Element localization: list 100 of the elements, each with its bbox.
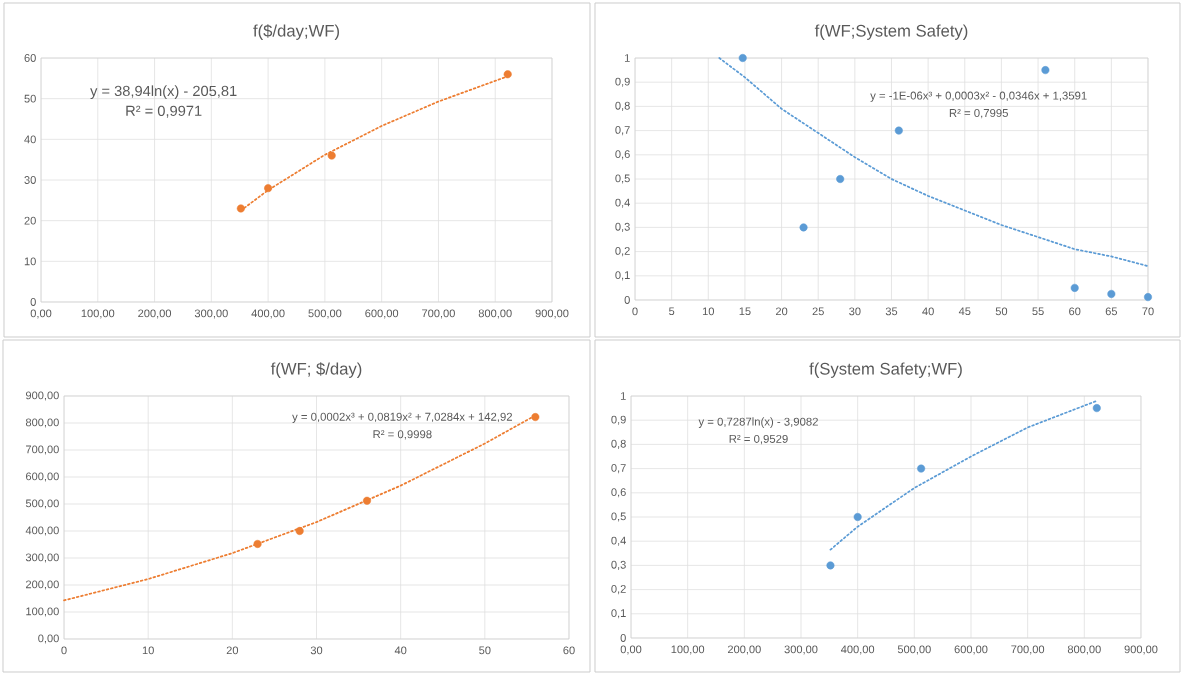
annotation: y = 0,7287ln(x) - 3,9082 <box>698 417 818 428</box>
x-tick-label: 200,00 <box>727 645 761 655</box>
x-tick-label: 0 <box>61 646 67 655</box>
x-tick-label: 0 <box>632 307 638 316</box>
x-tick-label: 60 <box>563 646 575 655</box>
y-tick-label: 0,8 <box>615 101 630 111</box>
point <box>236 204 245 213</box>
x-tick-label: 300,00 <box>194 309 228 319</box>
x-tick-label: 700,00 <box>422 309 455 319</box>
point <box>253 539 262 548</box>
y-tick-label: 0,9 <box>611 415 626 425</box>
x-tick-label: 600,00 <box>954 645 988 655</box>
chart-title: f(WF; $/day) <box>270 362 362 378</box>
annotation: R² = 0,9998 <box>373 430 432 440</box>
y-tick-label: 0,6 <box>615 150 630 160</box>
x-tick-label: 55 <box>1032 307 1044 316</box>
y-tick-label: 0 <box>620 634 626 642</box>
x-tick-label: 200,00 <box>138 309 172 319</box>
y-tick-label: 0,2 <box>611 585 626 595</box>
x-tick-label: 20 <box>775 307 788 316</box>
point <box>826 561 835 570</box>
y-tick-label: 0 <box>30 298 36 306</box>
annotation: y = -1E-06x³ + 0,0003x² - 0,0346x + 1,3591 <box>870 91 1087 102</box>
point <box>1041 66 1050 75</box>
chart-title: f(System Safety;WF) <box>809 362 962 378</box>
point <box>1107 289 1116 298</box>
y-tick-label: 0,2 <box>615 247 630 257</box>
y-tick-label: 400,00 <box>25 526 59 536</box>
y-tick-label: 900,00 <box>25 391 59 401</box>
x-tick-label: 700,00 <box>1011 645 1045 655</box>
y-tick-label: 0,00 <box>38 634 59 644</box>
x-tick-label: 50 <box>995 307 1008 316</box>
point <box>738 54 747 62</box>
point <box>836 175 845 184</box>
y-tick-label: 0,3 <box>611 560 626 570</box>
x-tick-label: 50 <box>479 646 491 655</box>
y-tick-label: 1 <box>620 392 626 400</box>
y-tick-label: 1 <box>624 54 630 62</box>
x-tick-label: 45 <box>958 307 971 316</box>
annotation: R² = 0,9971 <box>126 105 202 118</box>
y-tick-label: 0,3 <box>615 222 630 232</box>
x-tick-label: 10 <box>142 646 154 655</box>
y-tick-label: 60 <box>24 54 36 62</box>
x-tick-label: 400,00 <box>840 645 875 655</box>
x-tick-label: 20 <box>226 646 239 655</box>
x-tick-label: 300,00 <box>784 645 818 655</box>
annotation: R² = 0,7995 <box>949 108 1008 119</box>
point <box>295 526 304 535</box>
x-tick-label: 500,00 <box>308 309 342 319</box>
y-tick-label: 200,00 <box>26 580 59 590</box>
x-tick-label: 10 <box>702 307 715 316</box>
y-tick-label: 0,7 <box>611 464 626 474</box>
y-tick-label: 0,1 <box>611 609 626 619</box>
y-tick-label: 0,6 <box>611 488 626 498</box>
point <box>327 151 336 160</box>
chart-title: f(WF;System Safety) <box>814 24 968 40</box>
point <box>1070 283 1079 292</box>
annotation: y = 0,0002x³ + 0,0819x² + 7,0284x + 142,92 <box>292 412 513 423</box>
y-tick-label: 10 <box>24 257 36 266</box>
x-tick-label: 600,00 <box>365 309 399 319</box>
x-tick-label: 500,00 <box>897 645 931 655</box>
x-tick-label: 5 <box>669 307 675 316</box>
point <box>1143 293 1152 302</box>
x-tick-label: 65 <box>1105 307 1118 316</box>
annotation: R² = 0,9529 <box>729 434 788 445</box>
y-tick-label: 50 <box>24 94 36 103</box>
x-tick-label: 30 <box>310 646 323 655</box>
y-tick-label: 0,5 <box>611 512 626 522</box>
point <box>917 464 926 473</box>
point <box>853 512 862 521</box>
x-tick-label: 30 <box>849 307 861 316</box>
y-tick-label: 800,00 <box>25 418 59 428</box>
y-tick-label: 0,7 <box>615 126 630 136</box>
y-tick-label: 30 <box>24 176 36 184</box>
x-tick-label: 900,00 <box>1124 645 1158 655</box>
y-tick-label: 20 <box>24 216 36 225</box>
y-tick-label: 0,9 <box>615 77 630 87</box>
x-tick-label: 15 <box>739 307 751 316</box>
x-tick-label: 40 <box>394 646 407 655</box>
x-tick-label: 100,00 <box>81 309 115 319</box>
x-tick-label: 400,00 <box>251 309 285 319</box>
x-tick-label: 25 <box>812 307 824 316</box>
x-tick-label: 40 <box>922 307 934 316</box>
x-tick-label: 100,00 <box>671 645 705 655</box>
annotation: y = 38,94ln(x) - 205,81 <box>90 85 237 99</box>
x-tick-label: 900,00 <box>535 309 569 319</box>
point <box>363 496 372 505</box>
point <box>531 413 540 422</box>
y-tick-label: 0,4 <box>615 198 630 208</box>
y-tick-label: 0,1 <box>615 271 630 281</box>
x-tick-label: 60 <box>1069 307 1081 316</box>
x-tick-label: 800,00 <box>1067 645 1101 655</box>
point <box>503 70 512 79</box>
y-tick-label: 300,00 <box>25 553 59 563</box>
x-tick-label: 70 <box>1142 307 1154 316</box>
y-tick-label: 100,00 <box>26 607 59 617</box>
y-tick-label: 0 <box>624 296 630 304</box>
x-tick-label: 800,00 <box>478 309 512 319</box>
y-tick-label: 700,00 <box>26 445 59 455</box>
chart-title: f($/day;WF) <box>253 24 339 40</box>
